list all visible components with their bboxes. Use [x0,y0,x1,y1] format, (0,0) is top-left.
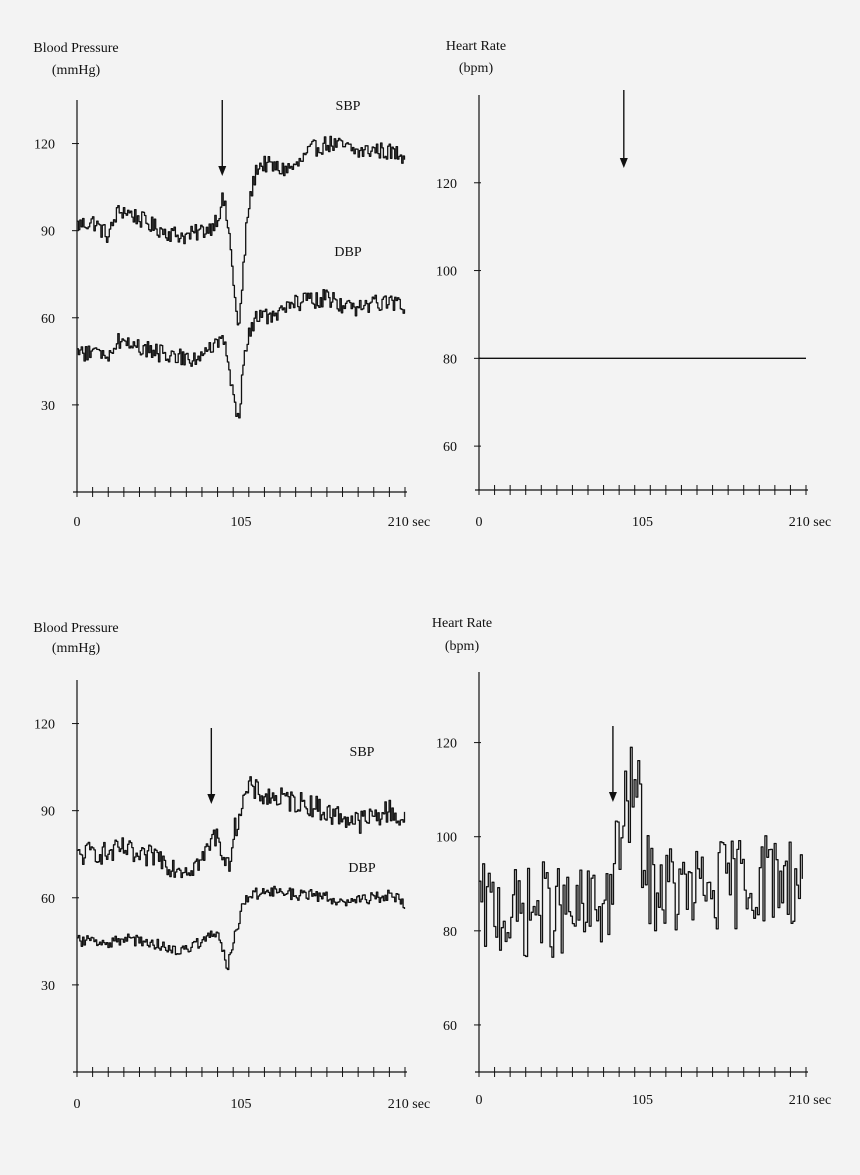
y-tick-label: 90 [41,805,55,820]
y-tick-label: 60 [41,892,55,907]
series-line-dbp [77,289,406,419]
y-axis-label: (bpm) [459,61,494,76]
chart-panels: Blood Pressure (mmHg) 0 105 210 sec 30 60 90 120… [33,39,831,1112]
panel-bottom-hr: Heart Rate (bpm) 0 105 210 sec 60 80 100 120 [432,616,831,1108]
y-axis-label: Blood Pressure [33,621,118,636]
series-line-sbp [77,135,406,326]
x-tick-label: 210 sec [789,515,831,530]
x-tick-label: 105 [231,515,252,530]
series-line [479,746,803,958]
stimulus-arrow-head [218,166,227,176]
y-axis-label: Heart Rate [446,39,506,54]
stimulus-arrow-head [608,792,617,802]
series-label-sbp: SBP [350,745,375,760]
series-line-dbp [77,885,406,971]
x-tick-label: 0 [476,1093,483,1108]
series-line-sbp [77,776,406,879]
x-tick-label: 0 [476,515,483,530]
y-tick-label: 80 [443,925,457,940]
stimulus-arrow-head [619,158,628,168]
y-tick-label: 60 [41,312,55,327]
y-tick-label: 30 [41,399,55,414]
y-axis-label: (mmHg) [52,641,101,656]
y-axis-label: Blood Pressure [33,41,118,56]
x-tick-label: 0 [74,1097,81,1112]
x-tick-label: 105 [632,515,653,530]
x-tick-label: 0 [74,515,81,530]
y-tick-label: 30 [41,979,55,994]
y-axis-label: (mmHg) [52,63,101,78]
x-tick-label: 210 sec [388,1097,430,1112]
y-tick-label: 120 [436,737,457,752]
x-tick-label: 210 sec [789,1093,831,1108]
x-tick-label: 210 sec [388,515,430,530]
panel-top-bp: Blood Pressure (mmHg) 0 105 210 sec 30 60 90 120… [33,41,430,530]
y-tick-label: 120 [34,138,55,153]
series-label-dbp: DBP [348,861,375,876]
series-label-dbp: DBP [334,245,361,260]
y-tick-label: 90 [41,225,55,240]
y-tick-label: 120 [436,177,457,192]
x-tick-label: 105 [632,1093,653,1108]
y-tick-label: 100 [436,831,457,846]
panel-bottom-bp: Blood Pressure (mmHg) 0 105 210 sec 30 60 90 120… [33,621,430,1112]
y-tick-label: 60 [443,440,457,455]
y-tick-label: 120 [34,718,55,733]
y-tick-label: 60 [443,1019,457,1034]
y-axis-label: Heart Rate [432,616,492,631]
panel-top-hr: Heart Rate (bpm) 0 105 210 sec 60 80 100 120 [436,39,831,530]
y-tick-label: 80 [443,352,457,367]
series-label-sbp: SBP [336,99,361,114]
stimulus-arrow-head [207,794,216,804]
y-axis-label: (bpm) [445,639,480,654]
x-tick-label: 105 [231,1097,252,1112]
y-tick-label: 100 [436,265,457,280]
